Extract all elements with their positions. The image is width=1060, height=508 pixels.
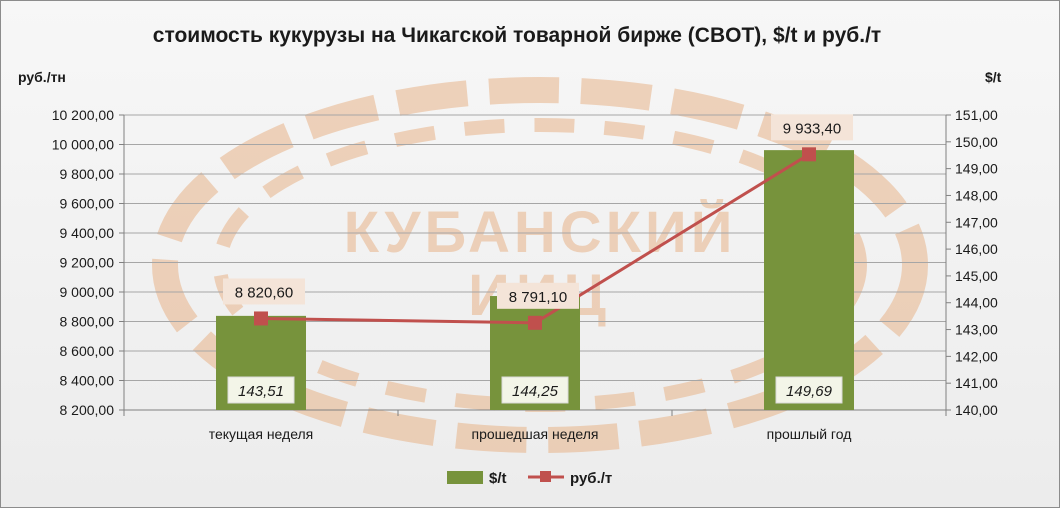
line-data-label: 8 820,60 — [235, 284, 293, 301]
bar — [764, 150, 854, 410]
y-left-unit-label: руб./тн — [18, 69, 66, 85]
x-category-label: прошедшая неделя — [472, 426, 599, 442]
y-right-tick-label: 150,00 — [955, 134, 998, 150]
x-category-label: текущая неделя — [209, 426, 314, 442]
line-series — [254, 147, 816, 330]
bar-data-label: 144,25 — [512, 383, 559, 400]
bar-data-label-box — [775, 376, 843, 404]
y-right-tick-label: 140,00 — [955, 402, 998, 418]
watermark-ring — [152, 77, 928, 453]
y-left-tick-label: 8 400,00 — [60, 373, 115, 389]
y-right-tick-label: 146,00 — [955, 241, 998, 257]
y-right-tick-label: 151,00 — [955, 107, 998, 123]
x-category-label: прошлый год — [767, 426, 852, 442]
line-data-label-box — [771, 114, 853, 141]
y-left-tick-label: 9 800,00 — [60, 166, 115, 182]
y-right-ticks: 140,00 141,00 142,00 143,00 144,00 145,00 146,… — [946, 107, 998, 418]
y-right-tick-label: 142,00 — [955, 348, 998, 364]
y-left-tick-label: 8 200,00 — [60, 402, 115, 418]
y-right-tick-label: 148,00 — [955, 187, 998, 203]
bar-data-label: 149,69 — [786, 383, 833, 400]
y-left-tick-label: 10 200,00 — [52, 107, 114, 123]
line-data-label: 8 791,10 — [509, 289, 567, 306]
line-marker — [528, 315, 542, 330]
y-right-tick-label: 145,00 — [955, 268, 998, 284]
legend-swatch-rub-marker — [540, 471, 551, 482]
y-left-tick-label: 9 600,00 — [60, 196, 115, 212]
line-marker — [254, 311, 268, 326]
y-left-tick-label: 9 000,00 — [60, 284, 115, 300]
legend-label-rub: руб./т — [570, 470, 612, 487]
legend: $/t руб./т — [447, 470, 612, 487]
y-right-tick-label: 149,00 — [955, 161, 998, 177]
y-right-tick-label: 143,00 — [955, 322, 998, 338]
bar-data-label-box — [227, 376, 295, 404]
bar-series — [216, 150, 854, 410]
y-right-tick-label: 144,00 — [955, 295, 998, 311]
y-left-tick-label: 10 000,00 — [52, 137, 114, 153]
y-left-tick-label: 9 200,00 — [60, 255, 115, 271]
x-category-labels: текущая неделя прошедшая неделя прошлый го… — [123, 410, 947, 442]
y-left-ticks: 8 200,00 8 400,00 8 600,00 8 800,00 9 000,00… — [52, 107, 124, 418]
data-labels: 143,51 144,25 149,69 8 820,60 8 791,10 9 933,… — [223, 114, 853, 404]
bar-data-label: 143,51 — [238, 383, 284, 400]
line-data-label-box — [223, 278, 305, 305]
line-data-label-box — [497, 282, 579, 309]
legend-swatch-usd — [447, 471, 483, 484]
legend-label-usd: $/t — [489, 470, 507, 487]
y-left-tick-label: 8 800,00 — [60, 314, 115, 330]
y-right-tick-label: 147,00 — [955, 214, 998, 230]
chart-title: стоимость кукурузы на Чикагской товарной… — [153, 24, 881, 47]
y-left-tick-label: 8 600,00 — [60, 343, 115, 359]
y-right-unit-label: $/t — [985, 69, 1002, 85]
line-marker — [802, 147, 816, 162]
bar-data-label-box — [501, 376, 569, 404]
line-data-label: 9 933,40 — [783, 120, 841, 137]
y-right-tick-label: 141,00 — [955, 375, 998, 391]
y-left-tick-label: 9 400,00 — [60, 225, 115, 241]
